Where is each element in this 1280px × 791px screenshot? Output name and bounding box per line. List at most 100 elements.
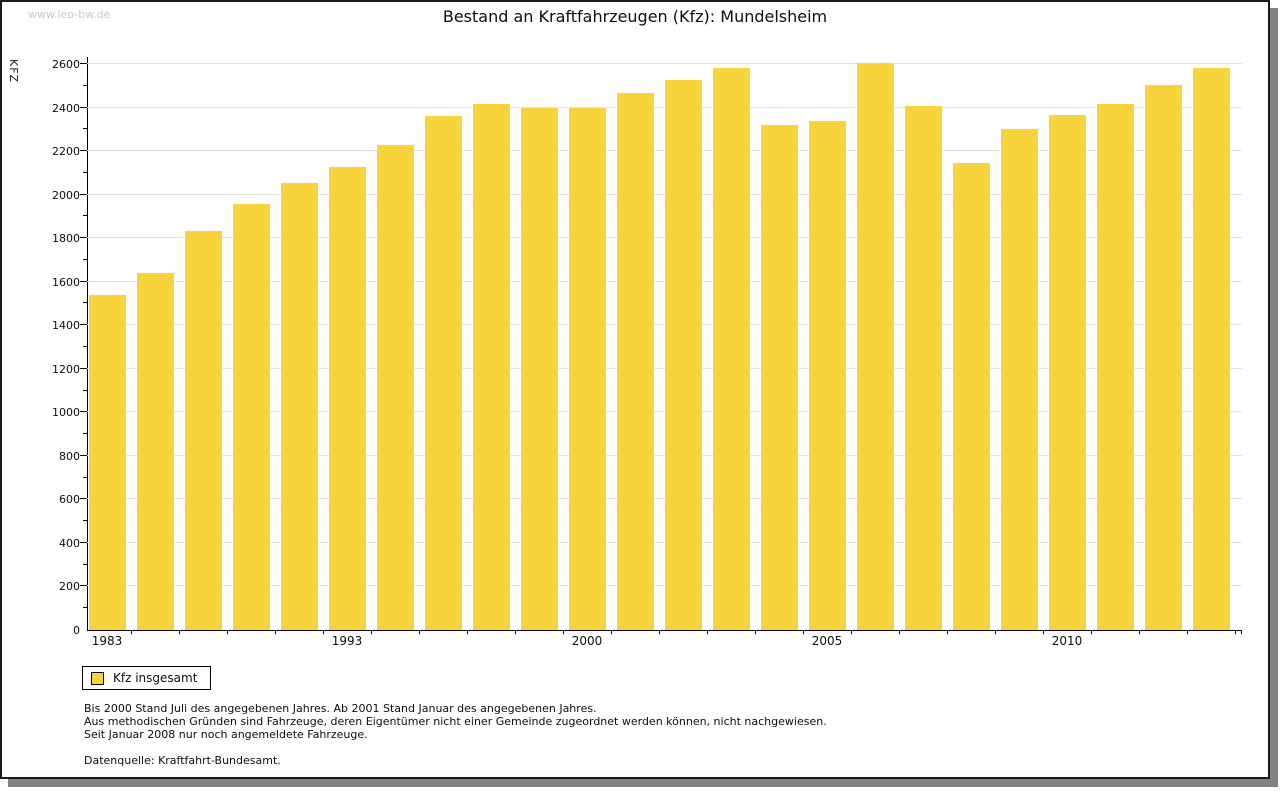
x-tick [563,630,564,634]
y-minor-tick [83,520,87,522]
footnote-line-1: Bis 2000 Stand Juli des angegebenen Jahr… [84,702,597,715]
bar [1192,68,1230,630]
y-tick-label: 400 [59,536,80,550]
x-tick [947,630,948,634]
bar [760,124,798,630]
x-tick [851,630,852,634]
y-minor-tick [83,171,87,173]
y-major-tick [80,106,87,108]
bar [1048,115,1086,630]
legend-swatch [91,671,104,685]
x-tick-label: 1993 [331,634,363,648]
y-tick-label: 1000 [52,406,80,420]
bar [616,93,654,630]
bar [376,144,414,630]
bar [136,273,174,630]
x-tick-label: 2005 [811,634,843,648]
watermark: www.leo-bw.de [28,8,111,21]
y-tick-label: 600 [59,493,80,507]
legend: Kfz insgesamt [82,666,212,690]
x-tick-label: 2000 [571,634,603,648]
bar [520,107,558,630]
x-tick [515,630,516,634]
footnote-line-3: Seit Januar 2008 nur noch angemeldete Fa… [84,728,368,741]
x-tick [995,630,996,634]
x-tick [803,630,804,634]
y-major-tick [80,498,87,500]
footnote-line-2: Aus methodischen Gründen sind Fahrzeuge,… [84,715,827,728]
y-tick-label: 1800 [52,232,80,246]
y-minor-tick [83,258,87,260]
bar [88,294,126,630]
x-tick [371,630,372,634]
y-tick-label: 2400 [52,101,80,115]
bar [952,163,990,630]
y-major-tick [80,280,87,282]
legend-label: Kfz insgesamt [113,671,198,685]
x-tick [227,630,228,634]
x-tick [467,630,468,634]
bar [328,167,366,630]
y-minor-tick [83,84,87,86]
y-major-tick [80,585,87,587]
x-tick [659,630,660,634]
y-tick-label: 2000 [52,188,80,202]
y-major-tick [80,237,87,239]
bar [232,204,270,630]
y-tick-label: 0 [73,624,80,637]
bar [808,120,846,630]
y-minor-tick [83,476,87,478]
chart-frame: www.leo-bw.de Bestand an Kraftfahrzeugen… [0,0,1270,779]
x-tick [275,630,276,634]
data-source: Datenquelle: Kraftfahrt-Bundesamt. [84,754,281,767]
y-axis-title: KFZ [7,59,20,84]
bar [664,80,702,630]
x-axis-end-tick [1241,630,1242,634]
y-minor-tick [83,215,87,217]
bar [184,230,222,630]
y-major-tick [80,541,87,543]
y-axis-line [87,57,88,630]
x-tick [1187,630,1188,634]
y-tick-label: 800 [59,449,80,463]
x-tick [323,630,324,634]
bar [568,107,606,630]
y-tick-label: 2200 [52,145,80,159]
bar [904,106,942,630]
x-tick [707,630,708,634]
x-tick [611,630,612,634]
x-tick [1091,630,1092,634]
bar [856,62,894,630]
footnotes: Bis 2000 Stand Juli des angegebenen Jahr… [84,702,827,767]
bar [280,182,318,630]
x-tick [755,630,756,634]
x-tick [1139,630,1140,634]
x-tick-label: 1983 [91,634,123,648]
y-tick-label: 1600 [52,275,80,289]
x-tick [1235,630,1236,634]
bar [1144,84,1182,630]
y-tick-label: 1200 [52,362,80,376]
bar [424,116,462,630]
plot-area [80,57,1242,634]
y-major-tick [80,454,87,456]
y-major-tick [80,150,87,152]
y-minor-tick [83,346,87,347]
gridline [87,63,1242,64]
y-tick-label: 200 [59,580,80,594]
y-major-tick [80,411,87,413]
x-tick [419,630,420,634]
y-major-tick [80,367,87,369]
bar [1000,129,1038,630]
y-minor-tick [83,433,87,435]
x-tick [131,630,132,634]
y-tick-label: 1400 [52,319,80,333]
bar [712,68,750,630]
y-major-tick [80,193,87,195]
bar [472,104,510,630]
x-tick-label: 2010 [1051,634,1083,648]
x-tick [1043,630,1044,634]
y-minor-tick [83,128,87,130]
x-tick [179,630,180,634]
y-tick-label: 2600 [52,58,80,71]
